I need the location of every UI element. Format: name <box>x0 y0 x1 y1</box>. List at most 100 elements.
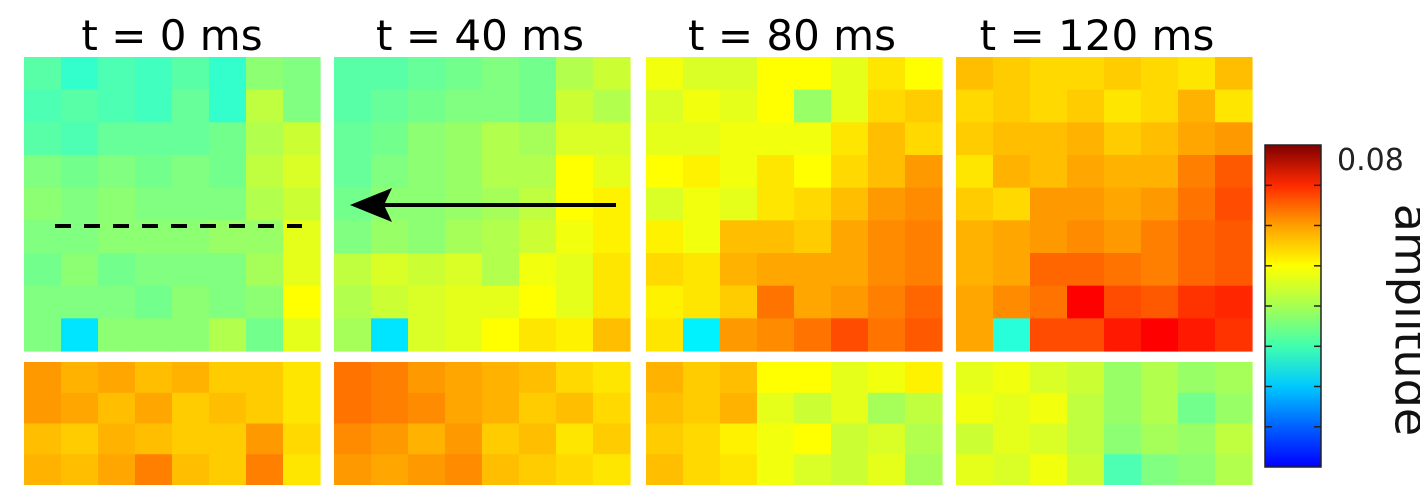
heatmap-cell <box>135 155 173 189</box>
heatmap-cell <box>646 362 684 394</box>
heatmap-cell <box>482 57 520 91</box>
heatmap-cell <box>757 187 795 221</box>
heatmap-cell <box>172 392 210 425</box>
heatmap-cell <box>445 454 483 485</box>
heatmap-cell <box>794 187 832 221</box>
heatmap-top-3 <box>956 57 1253 352</box>
heatmap-cell <box>1178 454 1216 485</box>
heatmap-cell <box>445 285 483 319</box>
panel-title-1: t = 40 ms <box>376 11 584 60</box>
heatmap-cell <box>135 89 173 123</box>
heatmap-cell <box>482 362 520 394</box>
heatmap-cell <box>720 285 758 319</box>
heatmap-cell <box>135 122 173 156</box>
heatmap-cell <box>956 454 994 485</box>
heatmap-cell <box>1178 318 1216 352</box>
heatmap-cell <box>482 423 520 455</box>
heatmap-cell <box>1030 318 1068 352</box>
heatmap-cell <box>98 57 136 91</box>
heatmap-cell <box>556 89 594 123</box>
heatmap-cell <box>24 253 62 287</box>
heatmap-cell <box>1030 285 1068 319</box>
heatmap-cell <box>720 220 758 254</box>
heatmap-cell <box>1067 220 1105 254</box>
heatmap-cell <box>209 253 247 287</box>
heatmap-cell <box>246 253 284 287</box>
heatmap-cell <box>757 253 795 287</box>
heatmap-cell <box>519 362 557 394</box>
heatmap-cell <box>445 423 483 455</box>
heatmap-cell <box>1067 155 1105 189</box>
heatmap-cell <box>956 122 994 156</box>
heatmap-cell <box>172 285 210 319</box>
heatmap-cell <box>482 122 520 156</box>
heatmap-cell <box>61 122 99 156</box>
heatmap-cell <box>445 318 483 352</box>
heatmap-cell <box>408 220 446 254</box>
heatmap-cell <box>831 423 869 455</box>
heatmap-cell <box>1104 57 1142 91</box>
panel-titles: t = 0 ms t = 40 ms t = 80 ms t = 120 ms <box>81 11 1214 60</box>
heatmap-cell <box>646 454 684 485</box>
heatmap-cell <box>408 122 446 156</box>
heatmap-cell <box>61 362 99 394</box>
heatmap-cell <box>172 423 210 455</box>
heatmap-cell <box>135 318 173 352</box>
heatmap-cell <box>98 253 136 287</box>
heatmap-cell <box>482 318 520 352</box>
heatmap-cell <box>1178 285 1216 319</box>
heatmap-cell <box>24 423 62 455</box>
heatmap-cell <box>371 220 409 254</box>
heatmap-cell <box>334 285 372 319</box>
heatmap-cell <box>831 57 869 91</box>
heatmap-cell <box>1215 57 1253 91</box>
heatmap-cell <box>905 318 943 352</box>
heatmap-cell <box>1215 318 1253 352</box>
heatmap-cell <box>61 392 99 425</box>
heatmap-bottom-2 <box>646 362 943 485</box>
heatmap-cell <box>482 454 520 485</box>
heatmap-cell <box>831 253 869 287</box>
heatmap-cell <box>519 392 557 425</box>
heatmap-bottom-0 <box>24 362 321 485</box>
heatmap-cell <box>445 253 483 287</box>
heatmap-cell <box>408 57 446 91</box>
heatmap-cell <box>683 454 721 485</box>
heatmap-cell <box>794 392 832 425</box>
heatmap-cell <box>593 89 631 123</box>
heatmap-cell <box>831 318 869 352</box>
heatmap-cell <box>482 89 520 123</box>
heatmap-cell <box>172 155 210 189</box>
heatmap-cell <box>831 454 869 485</box>
heatmap-cell <box>956 392 994 425</box>
heatmap-cell <box>445 362 483 394</box>
colorbar-max-label: 0.08 <box>1337 143 1404 178</box>
heatmap-cell <box>993 253 1031 287</box>
heatmap-cell <box>135 454 173 485</box>
heatmap-cell <box>1104 220 1142 254</box>
heatmap-cell <box>556 392 594 425</box>
heatmap-cell <box>445 122 483 156</box>
heatmap-cell <box>408 89 446 123</box>
heatmap-cell <box>371 57 409 91</box>
heatmap-cell <box>593 318 631 352</box>
heatmap-cell <box>283 392 321 425</box>
heatmap-cell <box>334 392 372 425</box>
heatmap-cell <box>683 220 721 254</box>
heatmap-cell <box>868 155 906 189</box>
heatmap-cell <box>1215 423 1253 455</box>
heatmap-cell <box>1141 285 1179 319</box>
heatmap-cell <box>1141 57 1179 91</box>
heatmap-cell <box>172 362 210 394</box>
heatmap-cell <box>1141 253 1179 287</box>
heatmap-cell <box>556 253 594 287</box>
heatmap-cell <box>246 392 284 425</box>
heatmap-cell <box>246 454 284 485</box>
heatmap-cell <box>98 285 136 319</box>
heatmap-cell <box>334 318 372 352</box>
heatmap-cell <box>24 155 62 189</box>
heatmap-bottom-1 <box>334 362 631 485</box>
heatmap-cell <box>905 285 943 319</box>
heatmap-cell <box>683 57 721 91</box>
heatmap-cell <box>98 454 136 485</box>
